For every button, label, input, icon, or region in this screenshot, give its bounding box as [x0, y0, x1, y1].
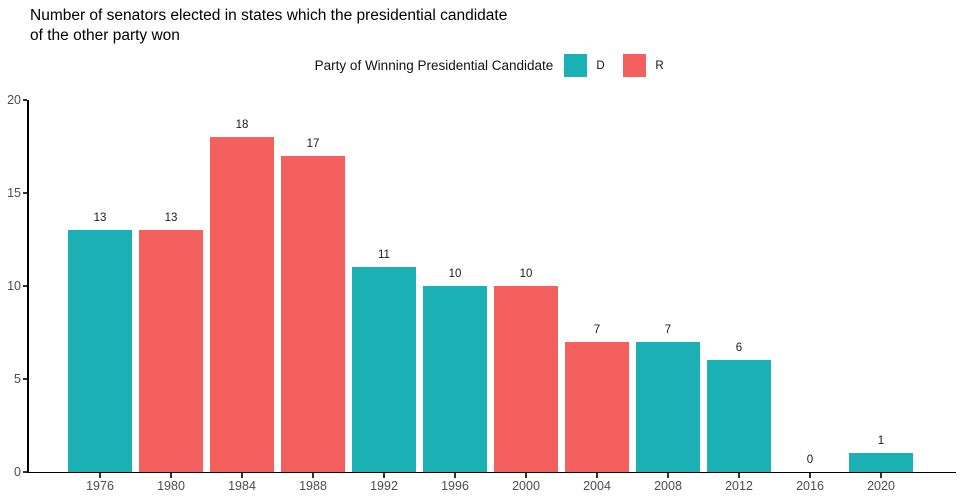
y-tick-mark	[22, 285, 27, 287]
bar-1992	[351, 267, 417, 472]
x-tick-mark	[454, 473, 456, 478]
bar-value-1984: 18	[235, 119, 249, 132]
x-tick-mark	[99, 473, 101, 478]
x-tick-mark	[383, 473, 385, 478]
x-tick-mark	[596, 473, 598, 478]
chart-title: Number of senators elected in states whi…	[30, 7, 508, 44]
x-tick-mark	[738, 473, 740, 478]
y-tick-mark	[22, 378, 27, 380]
y-tick-label: 5	[14, 371, 21, 386]
bar-value-1976: 13	[93, 212, 107, 225]
bar-2012	[706, 360, 772, 472]
y-tick-label: 0	[14, 464, 21, 479]
x-tick-label: 2012	[725, 478, 753, 493]
y-tick-mark	[22, 192, 27, 194]
x-tick-mark	[170, 473, 172, 478]
x-tick-mark	[809, 473, 811, 478]
x-tick-mark	[312, 473, 314, 478]
bar-value-1980: 13	[164, 212, 178, 225]
bar-value-2008: 7	[664, 323, 672, 336]
legend-swatch-r	[623, 54, 647, 77]
bar-value-1992: 11	[378, 249, 390, 262]
x-tick-label: 1976	[86, 478, 114, 493]
bar-value-1988: 17	[306, 137, 320, 150]
bar-value-2012: 6	[735, 342, 743, 355]
x-tick-label: 2004	[583, 478, 611, 493]
bar-value-2004: 7	[593, 323, 601, 336]
bar-value-2000: 10	[519, 268, 533, 280]
bar-2020	[848, 453, 914, 472]
x-tick-mark	[241, 473, 243, 478]
bar-1980	[138, 230, 204, 472]
y-tick-label: 15	[7, 185, 21, 200]
legend-swatch-d	[564, 54, 588, 77]
bar-1976	[67, 230, 133, 472]
bar-1988	[280, 155, 346, 472]
x-tick-label: 1988	[299, 478, 327, 493]
x-tick-mark	[667, 473, 669, 478]
x-tick-label: 1996	[441, 478, 469, 493]
x-tick-label: 1980	[157, 478, 185, 493]
x-tick-label: 1992	[370, 478, 398, 493]
bar-2004	[564, 341, 630, 472]
bar-2000	[493, 286, 559, 472]
bar-value-2016: 0	[806, 454, 814, 466]
x-axis-line	[27, 471, 956, 473]
x-tick-mark	[525, 473, 527, 478]
legend-item-d: D	[564, 54, 610, 77]
bar-2008	[635, 341, 701, 472]
x-tick-label: 2016	[796, 478, 824, 493]
x-tick-label: 2000	[512, 478, 540, 493]
x-tick-label: 1984	[228, 478, 256, 493]
legend-title: Party of Winning Presidential Candidate	[314, 58, 554, 73]
bar-value-2020: 1	[877, 435, 885, 448]
legend-label-r: R	[655, 59, 664, 72]
y-tick-label: 10	[7, 278, 21, 293]
y-axis-line	[27, 100, 29, 473]
bar-1996	[422, 286, 488, 472]
legend: Party of Winning Presidential Candidate …	[28, 53, 956, 78]
y-tick-label: 20	[7, 92, 21, 107]
x-tick-label: 2020	[867, 478, 895, 493]
y-tick-mark	[22, 471, 27, 473]
x-tick-label: 2008	[654, 478, 682, 493]
x-tick-mark	[880, 473, 882, 478]
y-tick-mark	[22, 99, 27, 101]
bar-1984	[209, 137, 275, 472]
bar-value-1996: 10	[448, 268, 462, 280]
legend-item-r: R	[623, 54, 669, 77]
legend-label-d: D	[596, 59, 605, 72]
